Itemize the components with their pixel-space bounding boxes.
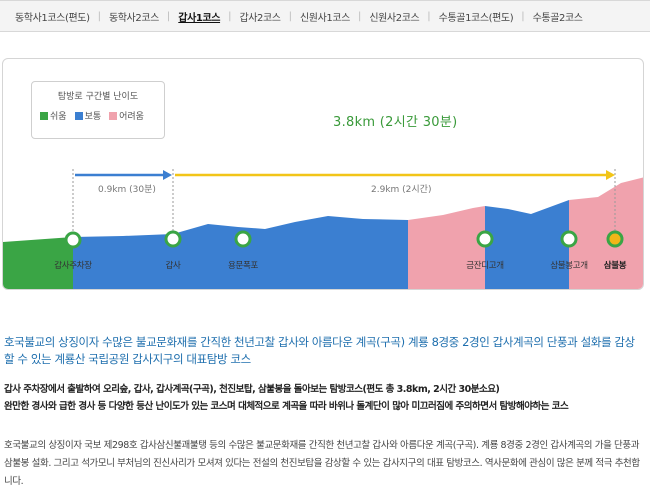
waypoint-label: 용문폭포 xyxy=(228,261,259,271)
tab-separator: | xyxy=(427,10,431,22)
tab-sutonggol-1[interactable]: 수통골1코스(편도) xyxy=(438,12,514,24)
total-distance-time: 3.8km (2시간 30분) xyxy=(333,115,458,130)
legend-item-hard: 어려움 xyxy=(109,109,144,122)
tab-sinwonsa-2[interactable]: 신원사2코스 xyxy=(369,12,420,24)
waypoint-node[interactable] xyxy=(64,231,82,249)
tab-separator: | xyxy=(288,10,292,22)
course-headline: 호국불교의 상징이자 수많은 불교문화재를 간직한 천년고찰 갑사와 아름다운 … xyxy=(4,335,635,366)
tab-donghaksa-2[interactable]: 동학사2코스 xyxy=(108,12,159,24)
trail-profile-graphic: 0.9km (30분) 2.9km (2시간) 갑사주차장 갑사 용문폭포 금잔… xyxy=(3,169,643,289)
segment-arrowhead-1 xyxy=(163,170,172,180)
segment-arrowhead-2 xyxy=(606,170,615,180)
terrain-hard-2 xyxy=(569,177,643,289)
tab-sutonggol-2[interactable]: 수통골2코스 xyxy=(532,12,583,24)
legend-swatch-normal xyxy=(74,111,83,120)
legend-label-easy: 쉬움 xyxy=(50,112,67,122)
summary-line-2: 완만한 경사와 급한 경사 등 다양한 등산 난이도가 있는 코스며 대체적으로… xyxy=(4,401,569,412)
waypoint-node[interactable] xyxy=(476,230,494,248)
waypoint-label: 갑사주차장 xyxy=(54,260,92,271)
terrain-normal-2 xyxy=(485,200,569,289)
legend-title: 탐방로 구간별 난이도 xyxy=(57,92,139,102)
tab-sinwonsa-1[interactable]: 신원사1코스 xyxy=(299,12,350,24)
tab-separator: | xyxy=(166,10,171,22)
segment-distance-2: 2.9km (2시간) xyxy=(371,184,431,195)
tab-gapsa-1[interactable]: 갑사1코스 xyxy=(178,12,221,24)
summary-line-1: 갑사 주차장에서 출발하여 오리숲, 갑사, 갑사계곡(구곡), 천진보탑, 삼… xyxy=(4,384,500,395)
legend-items: 쉬움 보통 어려움 xyxy=(40,109,144,122)
terrain-easy xyxy=(3,237,73,289)
course-description: 호국불교의 상징이자 국보 제298호 갑사삼신불괘불탱 등의 수많은 불교문화… xyxy=(4,440,640,487)
waypoint-node[interactable] xyxy=(560,230,578,248)
tab-separator: | xyxy=(357,10,362,22)
summit-node[interactable] xyxy=(606,230,624,248)
legend-item-easy: 쉬움 xyxy=(40,109,67,122)
tab-separator: | xyxy=(228,10,232,22)
summit-label: 삼불봉 xyxy=(604,260,627,271)
legend-label-normal: 보통 xyxy=(84,112,102,122)
waypoint-label: 갑사 xyxy=(165,260,181,271)
tab-separator: | xyxy=(521,10,525,22)
legend-label-hard: 어려움 xyxy=(119,112,144,122)
waypoint-label: 금잔디고개 xyxy=(466,260,504,271)
tab-gapsa-2[interactable]: 갑사2코스 xyxy=(239,12,281,24)
legend-item-normal: 보통 xyxy=(74,109,102,122)
tab-separator: | xyxy=(97,10,101,22)
legend-swatch-hard xyxy=(109,111,118,120)
terrain-normal-1 xyxy=(73,216,408,289)
segment-distance-1: 0.9km (30분) xyxy=(98,184,156,195)
course-tab-bar: 동학사1코스(편도) | 동학사2코스 | 갑사1코스 | 갑사2코스 | 신원… xyxy=(0,0,650,32)
difficulty-legend: 탐방로 구간별 난이도 쉬움 보통 어려움 xyxy=(31,81,165,139)
waypoint-node[interactable] xyxy=(234,230,252,248)
terrain-hard-1 xyxy=(408,206,485,289)
legend-swatch-easy xyxy=(40,111,48,120)
waypoint-label: 삼불봉고개 xyxy=(550,260,588,271)
tab-donghaksa-1[interactable]: 동학사1코스(편도) xyxy=(15,12,90,24)
course-summary: 갑사 주차장에서 출발하여 오리숲, 갑사, 갑사계곡(구곡), 천진보탑, 삼… xyxy=(4,381,644,415)
trail-profile-panel: 0.9km (30분) 2.9km (2시간) 갑사주차장 갑사 용문폭포 금잔… xyxy=(2,58,644,290)
waypoint-node[interactable] xyxy=(164,230,182,248)
